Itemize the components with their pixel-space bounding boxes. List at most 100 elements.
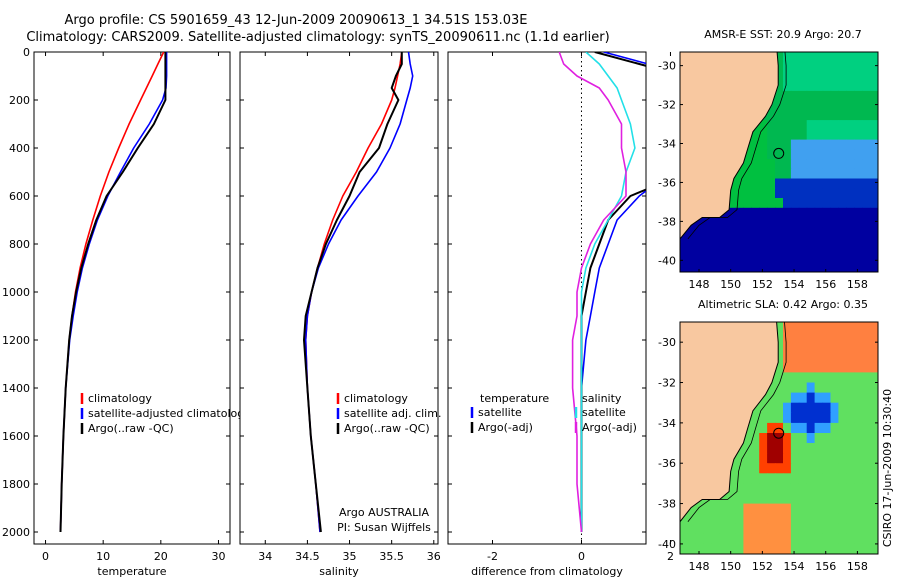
map-cell bbox=[822, 110, 832, 121]
lon-tick-label: 150 bbox=[720, 560, 741, 573]
map-cell bbox=[790, 256, 800, 267]
map-cell bbox=[783, 453, 792, 464]
map-cell bbox=[854, 266, 863, 272]
map-cell bbox=[783, 322, 792, 333]
y-tick-label: 1000 bbox=[2, 286, 30, 299]
map-cell bbox=[767, 198, 776, 209]
map-cell bbox=[775, 188, 784, 199]
map-cell bbox=[830, 463, 839, 474]
map-cell bbox=[767, 120, 776, 131]
map-cell bbox=[798, 433, 808, 444]
map-cell bbox=[806, 523, 816, 535]
lon-tick-label: 148 bbox=[689, 560, 710, 573]
map-cell bbox=[790, 463, 800, 474]
map-cell bbox=[822, 178, 832, 189]
map-cell bbox=[727, 503, 736, 515]
map-cell bbox=[767, 412, 776, 424]
map-cell bbox=[862, 433, 871, 444]
map-cell bbox=[687, 513, 697, 525]
map-cell bbox=[743, 168, 752, 180]
map-cell bbox=[830, 110, 839, 121]
map-cell bbox=[838, 52, 847, 63]
map-cell bbox=[830, 81, 839, 92]
map-cell bbox=[759, 543, 768, 554]
map-cell bbox=[751, 207, 760, 219]
lat-tick-label: -30 bbox=[658, 60, 676, 73]
map-cell bbox=[862, 493, 871, 505]
map-cell bbox=[703, 513, 713, 525]
map-cell bbox=[798, 443, 808, 454]
map-cell bbox=[687, 266, 697, 272]
map-cell bbox=[751, 237, 760, 248]
map-cell bbox=[798, 463, 808, 474]
map-cell bbox=[806, 362, 816, 373]
map-cell bbox=[703, 523, 713, 535]
map-cell bbox=[783, 382, 792, 394]
lon-tick-label: 156 bbox=[815, 560, 836, 573]
map-cell bbox=[862, 198, 871, 209]
map-cell bbox=[814, 352, 824, 363]
map-cell bbox=[862, 100, 871, 111]
map-cell bbox=[822, 513, 832, 525]
map-cell bbox=[814, 533, 824, 545]
map-cell bbox=[806, 168, 816, 180]
map-cell bbox=[695, 256, 705, 267]
map-cell bbox=[711, 237, 721, 248]
map-cell bbox=[854, 256, 863, 267]
map-cell bbox=[822, 392, 832, 404]
map-cell bbox=[711, 503, 721, 515]
map-cell bbox=[798, 392, 808, 404]
map-cell bbox=[695, 246, 705, 257]
map-cell bbox=[822, 493, 832, 505]
map-cell bbox=[743, 256, 752, 267]
map-cell bbox=[814, 372, 824, 384]
map-cell bbox=[783, 392, 792, 404]
map-cell bbox=[830, 362, 839, 373]
map-cell bbox=[790, 352, 800, 363]
map-cell bbox=[870, 100, 878, 111]
map-cell bbox=[806, 473, 816, 484]
map-cell bbox=[743, 503, 752, 515]
legend-label: climatology bbox=[88, 392, 152, 405]
map-cell bbox=[846, 246, 855, 257]
map-cell bbox=[759, 168, 768, 180]
map-cell bbox=[806, 178, 816, 189]
map-cell bbox=[790, 322, 800, 333]
map-cell bbox=[862, 543, 871, 554]
map-cell bbox=[711, 266, 721, 272]
map-cell bbox=[712, 276, 721, 286]
map-cell bbox=[830, 256, 839, 267]
map-cell bbox=[719, 493, 729, 505]
map-cell bbox=[790, 453, 800, 464]
map-cell bbox=[870, 90, 878, 102]
map-cell bbox=[751, 543, 760, 554]
map-cell bbox=[838, 129, 847, 141]
map-cell bbox=[775, 402, 784, 414]
axes-box bbox=[447, 51, 647, 545]
map-cell bbox=[830, 168, 839, 180]
map-cell bbox=[775, 382, 784, 394]
map-cell bbox=[790, 71, 800, 82]
map-cell bbox=[814, 81, 824, 92]
map-cell bbox=[798, 332, 808, 343]
map-cell bbox=[783, 352, 792, 363]
map-cell bbox=[870, 110, 878, 121]
map-cell bbox=[862, 149, 871, 160]
map-cell bbox=[838, 543, 847, 554]
map-cell bbox=[854, 433, 863, 444]
map-cell bbox=[783, 503, 792, 515]
map-cell bbox=[822, 483, 832, 495]
map-cell bbox=[790, 493, 800, 505]
map-cell bbox=[790, 342, 800, 353]
map-cell bbox=[806, 412, 816, 424]
map-cell bbox=[814, 188, 824, 199]
map-cell bbox=[775, 533, 784, 545]
y-tick-label: 2000 bbox=[2, 526, 30, 539]
map-cell bbox=[846, 453, 855, 464]
map-cell bbox=[680, 276, 689, 286]
map-cell bbox=[743, 523, 752, 535]
map-cell bbox=[735, 503, 744, 515]
map-cell bbox=[783, 81, 792, 92]
map-cell bbox=[830, 120, 839, 131]
map-cell bbox=[814, 266, 824, 272]
